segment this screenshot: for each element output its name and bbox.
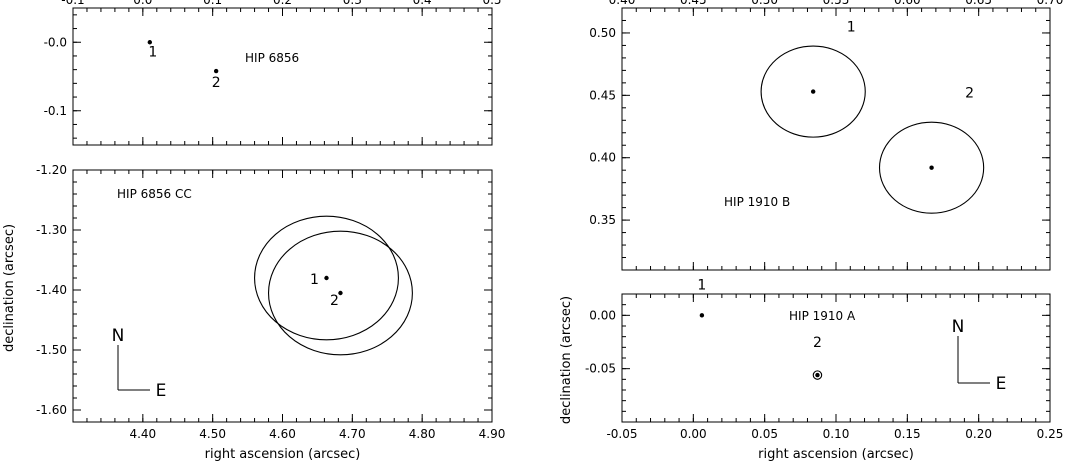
- panel-right-top-frame: [621, 7, 1051, 271]
- panel-right-bottom-xtick-label: 0.00: [680, 427, 707, 441]
- panel-left-top-point-label-1: 1: [148, 44, 157, 60]
- panel-left-bottom-error-circle-1: [254, 215, 399, 341]
- panel-left-top-point-1: [147, 40, 153, 45]
- panel-left-top-xtick-label: 0.4: [413, 0, 432, 7]
- panel-right-top-object-label: HIP 1910 B: [724, 195, 790, 209]
- panel-right-top-xtick-label: 0.40: [609, 0, 636, 7]
- panel-left-bottom-ytick-label: -1.60: [36, 403, 67, 417]
- panel-right-bottom-point-1: [699, 313, 705, 318]
- panel-left-bottom-point-label-1: 1: [310, 272, 319, 288]
- panel-right-bottom-compass-e: E: [996, 374, 1007, 394]
- panel-left-top-xtick-label: 0.1: [203, 0, 222, 7]
- panel-left-bottom-xtick-label: 4.70: [339, 427, 366, 441]
- panel-left-bottom-xtick-label: 4.60: [269, 427, 296, 441]
- panel-right-top-xtick-label: 0.50: [751, 0, 778, 7]
- panel-right-top-ytick-label: 0.50: [589, 26, 616, 40]
- panel-right-top-xtick-label: 0.65: [965, 0, 992, 7]
- panel-left-top-xtick-label: -0.1: [61, 0, 84, 7]
- panel-left-top-object-label: HIP 6856: [245, 51, 299, 65]
- panel-left-top-point-2: [213, 68, 219, 74]
- panel-right-bottom-compass-n: N: [952, 317, 965, 337]
- panel-right-top-xtick-label: 0.70: [1037, 0, 1064, 7]
- panel-left-top-ytick-label: -0.1: [44, 104, 67, 118]
- panel-left-bottom-ytick-label: -1.30: [36, 223, 67, 237]
- panel-right-top-ytick-label: 0.45: [589, 88, 616, 102]
- panel-right-top-point-label-1: 1: [847, 20, 856, 36]
- panel-right-top-ytick-label: 0.40: [589, 151, 616, 165]
- panel-left-top-xtick-label: 0.3: [343, 0, 362, 7]
- panel-left-top-xtick-label: 0.0: [133, 0, 152, 7]
- panel-right-top-ylabel: declination (arcsec): [559, 296, 574, 424]
- panel-right-bottom-xtick-label: 0.05: [751, 427, 778, 441]
- panel-right-bottom-xlabel: right ascension (arcsec): [758, 447, 914, 462]
- panel-left-top-point-label-2: 2: [212, 75, 221, 91]
- panel-left-bottom-frame: [72, 169, 493, 423]
- panel-right-bottom-object-label: HIP 1910 A: [789, 309, 856, 323]
- panel-left-bottom-ytick-label: -1.50: [36, 343, 67, 357]
- panel-left-bottom-xtick-label: 4.80: [409, 427, 436, 441]
- panel-right-top-xtick-label: 0.45: [680, 0, 707, 7]
- panel-left-bottom-compass-e: E: [156, 381, 167, 401]
- panel-right-bottom-ytick-label: -0.05: [585, 362, 616, 376]
- panel-right-top-point-1: [810, 89, 816, 94]
- panel-left-bottom-ytick-label: -1.20: [36, 163, 67, 177]
- panel-left-bottom-point-1: [324, 275, 329, 281]
- panel-left-bottom-compass-n: N: [112, 326, 125, 346]
- panel-right-bottom-ytick-label: 0.00: [589, 308, 616, 322]
- panel-left-top-xtick-label: 0.2: [273, 0, 292, 7]
- panel-right-top-error-circle-1: [760, 45, 866, 138]
- panel-right-bottom-xtick-label: 0.20: [965, 427, 992, 441]
- panel-left-bottom-ylabel: declination (arcsec): [2, 224, 17, 352]
- panel-left-bottom-point-2: [338, 290, 343, 296]
- panel-right-bottom-point-ring-2: [812, 370, 823, 380]
- panel-left-bottom-xtick-label: 4.40: [129, 427, 156, 441]
- panel-right-top-error-circle-2: [878, 121, 985, 214]
- panel-left-top-frame: [72, 7, 493, 146]
- panel-right-bottom-point-label-1: 1: [697, 277, 706, 293]
- panel-right-top-xtick-label: 0.55: [823, 0, 850, 7]
- panel-right-bottom-xtick-label: 0.15: [894, 427, 921, 441]
- panel-right-top-ytick-label: 0.35: [589, 213, 616, 227]
- panel-right-bottom-xtick-label: -0.05: [606, 427, 637, 441]
- panel-left-bottom-xtick-label: 4.90: [479, 427, 506, 441]
- panel-right-bottom-xtick-label: 0.25: [1037, 427, 1064, 441]
- panel-right-bottom-xtick-label: 0.10: [823, 427, 850, 441]
- panel-left-bottom-xtick-label: 4.50: [199, 427, 226, 441]
- panel-left-bottom-ytick-label: -1.40: [36, 283, 67, 297]
- panel-right-top-point-label-2: 2: [965, 86, 974, 102]
- panel-right-bottom-point-2: [815, 372, 820, 378]
- panel-right-top-xtick-label: 0.60: [894, 0, 921, 7]
- panel-right-top-point-2: [929, 165, 934, 170]
- panel-right-bottom-point-label-2: 2: [813, 335, 822, 351]
- panel-left-bottom-error-circle-2: [267, 230, 413, 356]
- panel-left-bottom-xlabel: right ascension (arcsec): [205, 447, 361, 462]
- panel-left-top-ytick-label: -0.0: [44, 35, 67, 49]
- panel-left-bottom-point-label-2: 2: [330, 293, 339, 309]
- panel-left-bottom-object-label: HIP 6856 CC: [117, 187, 192, 201]
- panel-left-top-xtick-label: 0.5: [482, 0, 501, 7]
